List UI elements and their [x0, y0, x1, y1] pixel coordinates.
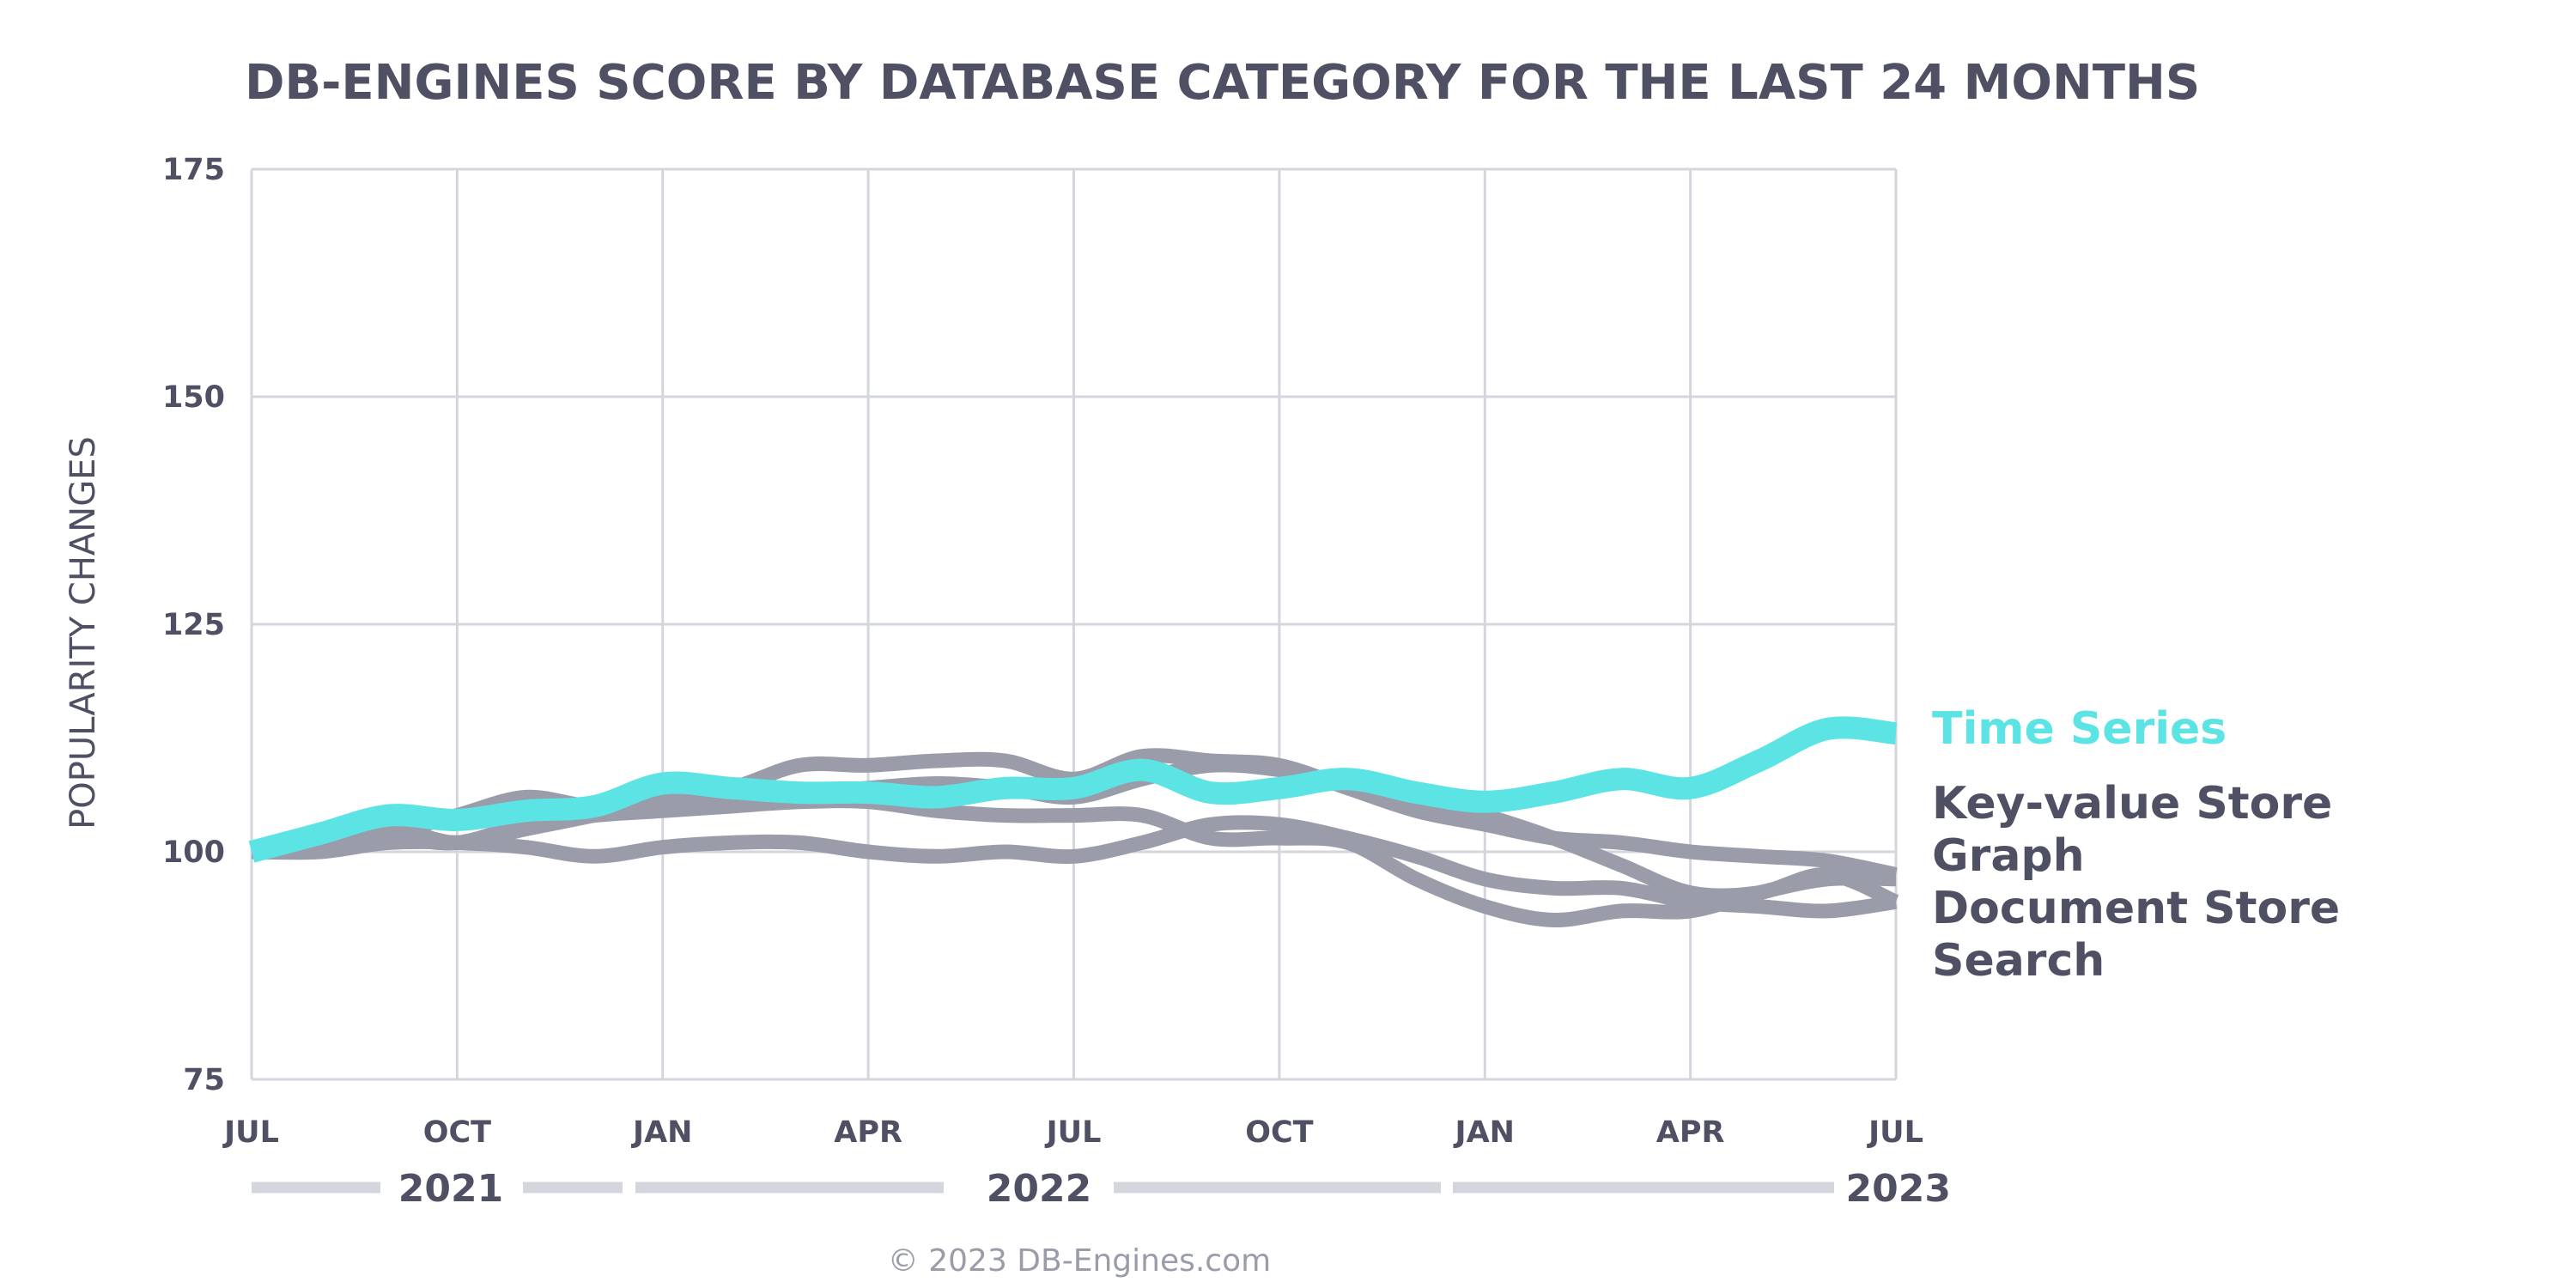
x-tick-label: JAN — [631, 1115, 692, 1150]
y-tick-label: 125 — [162, 608, 225, 642]
year-bands: 2021 2022 2023 — [252, 1167, 1951, 1211]
x-tick-label: APR — [834, 1115, 902, 1150]
x-tick-label: JAN — [1454, 1115, 1515, 1150]
y-tick-label: 75 — [183, 1063, 225, 1097]
series-line-search — [251, 815, 1898, 919]
x-tick-label: OCT — [423, 1115, 491, 1150]
y-axis-label: POPULARITY CHANGES — [64, 436, 103, 829]
y-tick-label: 150 — [162, 380, 225, 415]
legend-key-value-store: Key-value Store — [1932, 778, 2332, 829]
x-tick-label: JUL — [1867, 1115, 1923, 1150]
legend: Time Series Key-value StoreGraphDocument … — [1932, 703, 2340, 987]
y-tick-label: 175 — [162, 153, 225, 187]
series-lines — [248, 716, 1899, 928]
year-label: 2022 — [987, 1167, 1091, 1211]
x-tick-label: JUL — [1045, 1115, 1102, 1150]
legend-search: Search — [1932, 935, 2105, 987]
x-tick-label: JUL — [222, 1115, 279, 1150]
y-ticks: 75 100 125 150 175 — [162, 153, 225, 1097]
x-ticks: JUL OCT JAN APR JUL OCT JAN APR JUL — [222, 1115, 1923, 1150]
legend-graph: Graph — [1932, 830, 2085, 882]
legend-time-series: Time Series — [1932, 703, 2227, 755]
year-label: 2023 — [1846, 1167, 1951, 1211]
grid — [250, 167, 1898, 1081]
series-line-time-series — [248, 716, 1898, 863]
legend-document-store: Document Store — [1932, 883, 2340, 934]
x-tick-label: APR — [1656, 1115, 1725, 1150]
year-label: 2021 — [398, 1167, 503, 1211]
x-tick-label: OCT — [1245, 1115, 1313, 1150]
y-tick-label: 100 — [162, 835, 225, 870]
copyright: © 2023 DB-Engines.com — [888, 1243, 1271, 1279]
chart-title: DB-ENGINES SCORE BY DATABASE CATEGORY FO… — [245, 55, 2200, 111]
